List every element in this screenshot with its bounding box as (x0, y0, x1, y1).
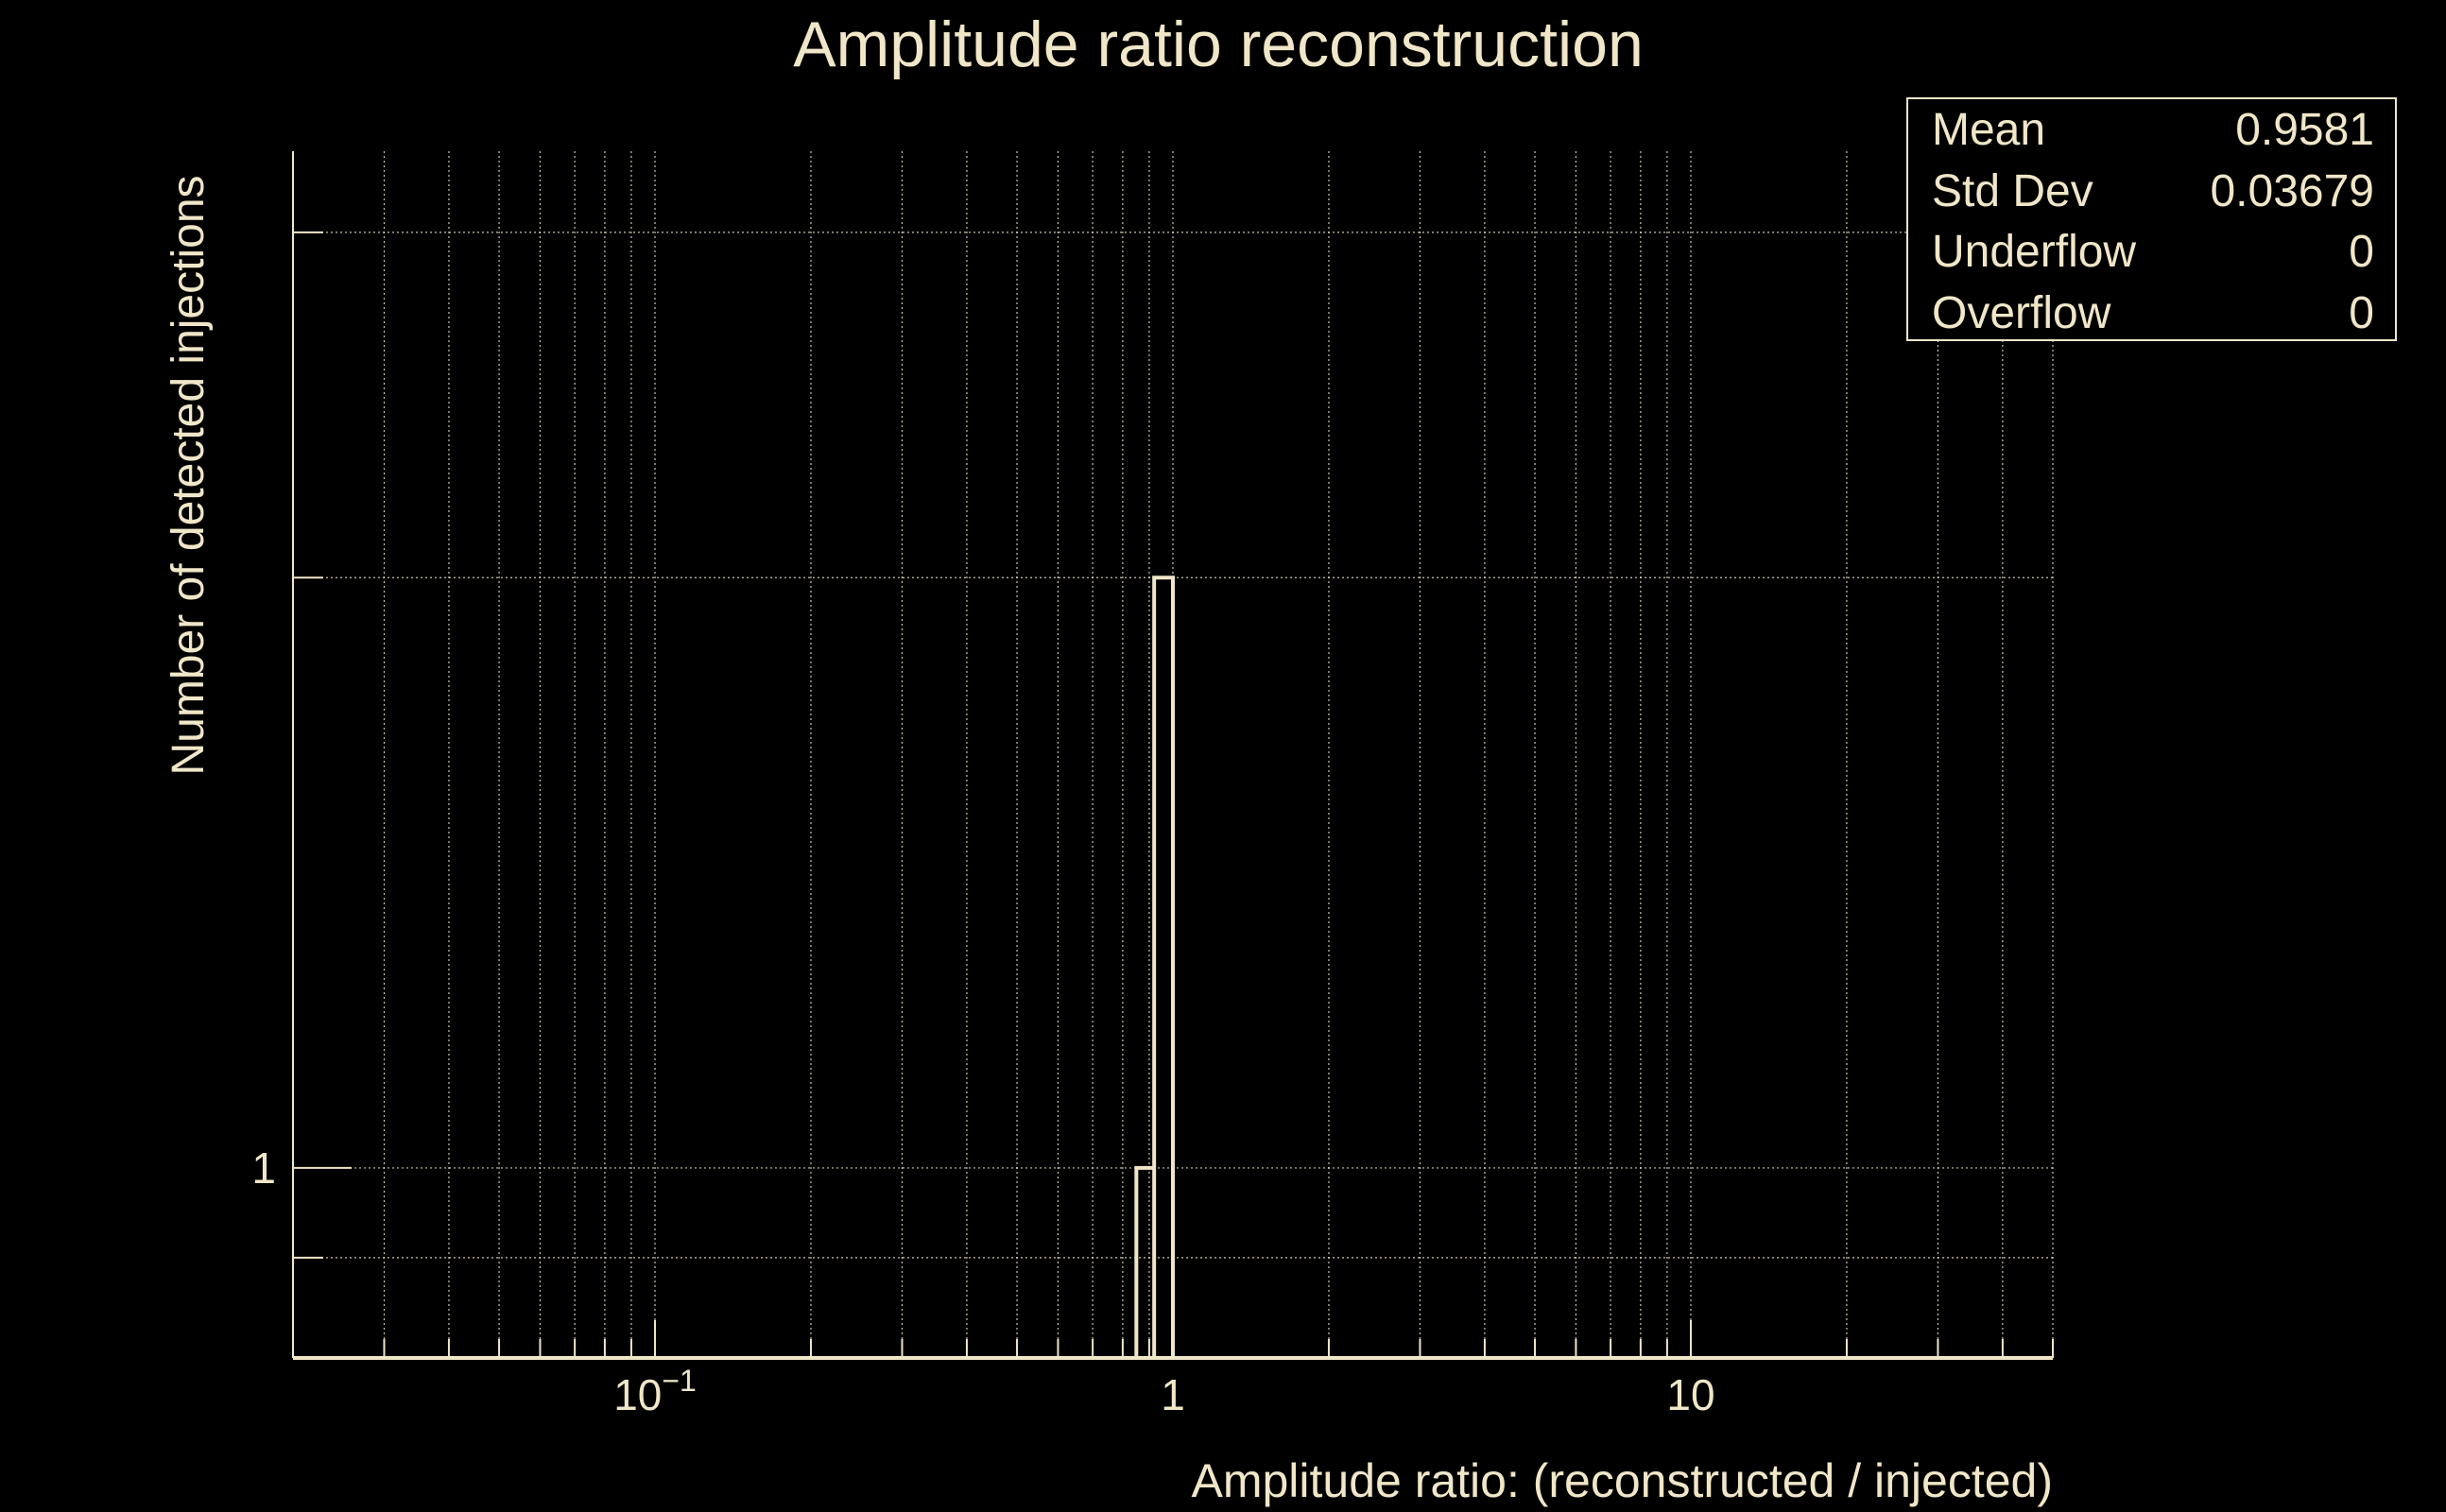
x-tick-label: 1 (1161, 1370, 1185, 1419)
stats-value-stddev: 0.03679 (2210, 166, 2374, 216)
stats-value-overflow: 0 (2349, 288, 2374, 338)
stats-value-mean: 0.9581 (2235, 105, 2374, 155)
histogram-bin (1154, 577, 1173, 1358)
x-tick-label-base: 1 (1161, 1370, 1185, 1419)
y-axis-label: Number of detected injections (164, 175, 214, 775)
stats-label-underflow: Underflow (1932, 227, 2136, 277)
histogram (293, 576, 2053, 1360)
x-tick-label: 10−1 (613, 1364, 697, 1419)
stats-label-stddev: Std Dev (1932, 166, 2093, 216)
chart-title: Amplitude ratio reconstruction (793, 9, 1644, 80)
histogram-bin (1136, 1168, 1154, 1358)
stats-value-underflow: 0 (2349, 227, 2374, 277)
x-tick-label-exponent: −1 (662, 1364, 696, 1398)
x-tick-label: 10 (1666, 1370, 1714, 1419)
stats-label-overflow: Overflow (1932, 288, 2111, 338)
x-tick-label-base: 10 (1666, 1370, 1714, 1419)
x-tick-label-base: 10 (613, 1370, 662, 1419)
axes: 10−1 1 101 (251, 151, 2054, 1419)
stats-box-frame (1906, 97, 2397, 341)
stats-label-mean: Mean (1932, 105, 2045, 155)
y-tick-label: 1 (251, 1143, 276, 1193)
x-axis-label: Amplitude ratio: (reconstructed / inject… (1191, 1454, 2053, 1507)
stats-box: Mean 0.9581 Std Dev 0.03679 Underflow 0 … (1906, 97, 2397, 341)
